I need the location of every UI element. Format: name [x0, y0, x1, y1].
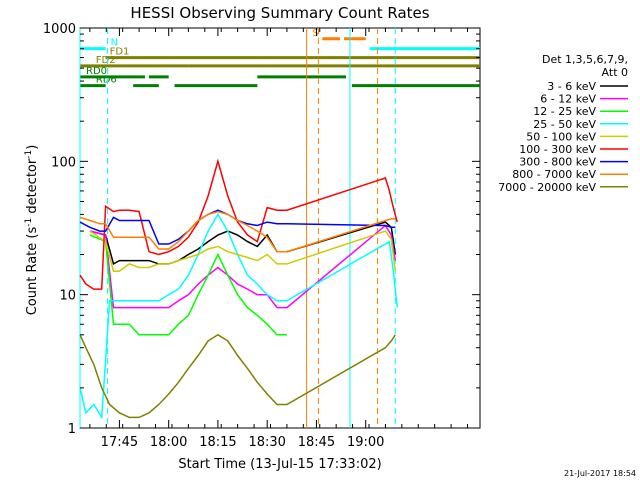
- legend-entry-label: 6 - 12 keV: [540, 93, 596, 106]
- y-tick-label: 100: [51, 155, 76, 170]
- flag-label-fd2: FD2: [96, 55, 116, 66]
- legend-entry-label: 50 - 100 keV: [526, 130, 596, 143]
- x-tick-label: 17:45: [101, 435, 138, 450]
- legend-header: Att 0: [602, 66, 628, 79]
- flag-label-rd6: RD6: [96, 75, 117, 86]
- series-line-25-50-kev: [79, 212, 398, 420]
- x-tick-label: 18:30: [248, 435, 285, 450]
- series-line-12-25-kev: [89, 234, 287, 336]
- legend-entry-label: 3 - 6 keV: [547, 80, 596, 93]
- legend-header: Det 1,3,5,6,7,9,: [542, 53, 628, 66]
- series-line-7000-20000-kev: [79, 333, 396, 419]
- axes: 1 10 100 1000 17:45 18:00 18:15 18:30 18:45 19:00: [43, 22, 480, 450]
- series-line-800-7000-kev: [79, 210, 396, 253]
- legend-entry-label: 300 - 800 keV: [519, 156, 596, 169]
- series-line-100-300-kev: [79, 158, 398, 290]
- y-tick-label: 1: [68, 422, 76, 437]
- legend-entry-label: 800 - 7000 keV: [512, 168, 596, 181]
- x-tick-label: 19:00: [347, 435, 384, 450]
- series-line-50-100-kev: [89, 230, 397, 272]
- flag-label-fd1: FD1: [110, 47, 130, 58]
- legend-entry-label: 12 - 25 keV: [533, 105, 596, 118]
- flag-label-n: N: [111, 38, 118, 49]
- x-tick-label: 18:45: [298, 435, 335, 450]
- flag-label-rd0: RD0: [86, 66, 107, 77]
- svg-text:Count Rate (s-1 detector-1): Count Rate (s-1 detector-1): [24, 145, 40, 316]
- timestamp: 21-Jul-2017 18:54: [564, 469, 636, 478]
- legend-entry-label: 100 - 300 keV: [519, 143, 596, 156]
- y-tick-label: 10: [59, 289, 76, 304]
- x-tick-label: 18:00: [150, 435, 187, 450]
- legend-entry-label: 25 - 50 keV: [533, 118, 596, 131]
- series-lines: [79, 158, 398, 420]
- y-axis-label: Count Rate (s-1 detector-1): [24, 145, 40, 316]
- legend-entry-label: 7000 - 20000 keV: [498, 181, 596, 194]
- x-axis-label: Start Time (13-Jul-15 17:33:02): [178, 457, 381, 472]
- y-tick-label: 1000: [43, 22, 76, 37]
- flag-label-s: S: [312, 28, 318, 39]
- x-tick-label: 18:15: [199, 435, 236, 450]
- chart-title: HESSI Observing Summary Count Rates: [130, 4, 429, 22]
- series-line-6-12-kev: [89, 224, 397, 309]
